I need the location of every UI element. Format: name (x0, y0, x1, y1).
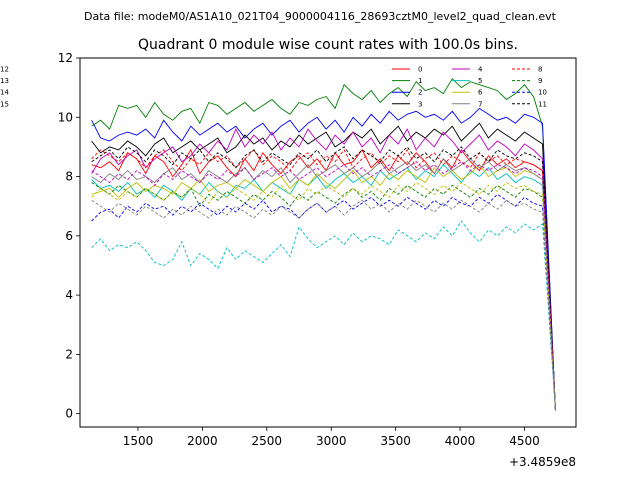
series-line-9 (91, 182, 556, 410)
legend-label-6: 6 (478, 89, 483, 97)
series-line-11 (91, 146, 556, 410)
legend-label-1: 1 (418, 77, 422, 85)
x-axis-offset-label: +3.4859e8 (509, 455, 576, 469)
legend-label-4: 4 (478, 66, 483, 74)
legend-label-3: 3 (418, 100, 422, 108)
legend-label-0: 0 (418, 66, 422, 74)
legend-label-15: 15 (0, 100, 9, 108)
legend-label-11: 11 (538, 100, 547, 108)
legend-label-5: 5 (478, 77, 482, 85)
legend-label-13: 13 (0, 77, 9, 85)
series-line-12 (91, 161, 556, 410)
series-line-6 (91, 164, 556, 410)
y-tick-label: 10 (58, 110, 73, 124)
series-layer (91, 77, 556, 411)
plot-frame-border (79, 57, 577, 428)
series-line-2 (91, 107, 556, 410)
series-line-5 (91, 164, 556, 410)
y-tick-label: 2 (65, 347, 73, 361)
series-line-15 (91, 199, 556, 410)
legend-label-7: 7 (478, 100, 482, 108)
series-line-7 (91, 158, 556, 410)
x-tick-label: 4000 (445, 434, 476, 448)
y-tick-label: 0 (65, 407, 73, 421)
series-line-1 (91, 77, 556, 410)
legend-label-8: 8 (538, 66, 542, 74)
x-tick-label: 3500 (380, 434, 411, 448)
legend-label-2: 2 (418, 89, 422, 97)
y-tick-label: 8 (65, 170, 73, 184)
x-tick-label: 2000 (187, 434, 218, 448)
file-suptitle: Data file: modeM0/AS1A10_021T04_90000041… (84, 10, 557, 23)
series-line-14 (91, 181, 556, 410)
chart-title: Quadrant 0 module wise count rates with … (138, 37, 518, 53)
y-tick-label: 12 (58, 51, 73, 65)
x-tick-label: 2500 (252, 434, 283, 448)
plot-area (80, 58, 576, 427)
series-line-4 (91, 128, 556, 410)
series-line-13 (91, 220, 556, 410)
y-tick-label: 4 (65, 288, 73, 302)
legend-label-14: 14 (0, 89, 9, 97)
legend-label-9: 9 (538, 77, 542, 85)
x-tick-label: 1500 (123, 434, 154, 448)
y-tick-label: 6 (65, 229, 73, 243)
legend-label-10: 10 (538, 89, 547, 97)
series-line-3 (91, 122, 556, 410)
series-line-0 (91, 148, 556, 411)
x-tick-label: 3000 (316, 434, 347, 448)
x-tick-label: 4500 (509, 434, 540, 448)
legend-label-12: 12 (0, 66, 9, 74)
